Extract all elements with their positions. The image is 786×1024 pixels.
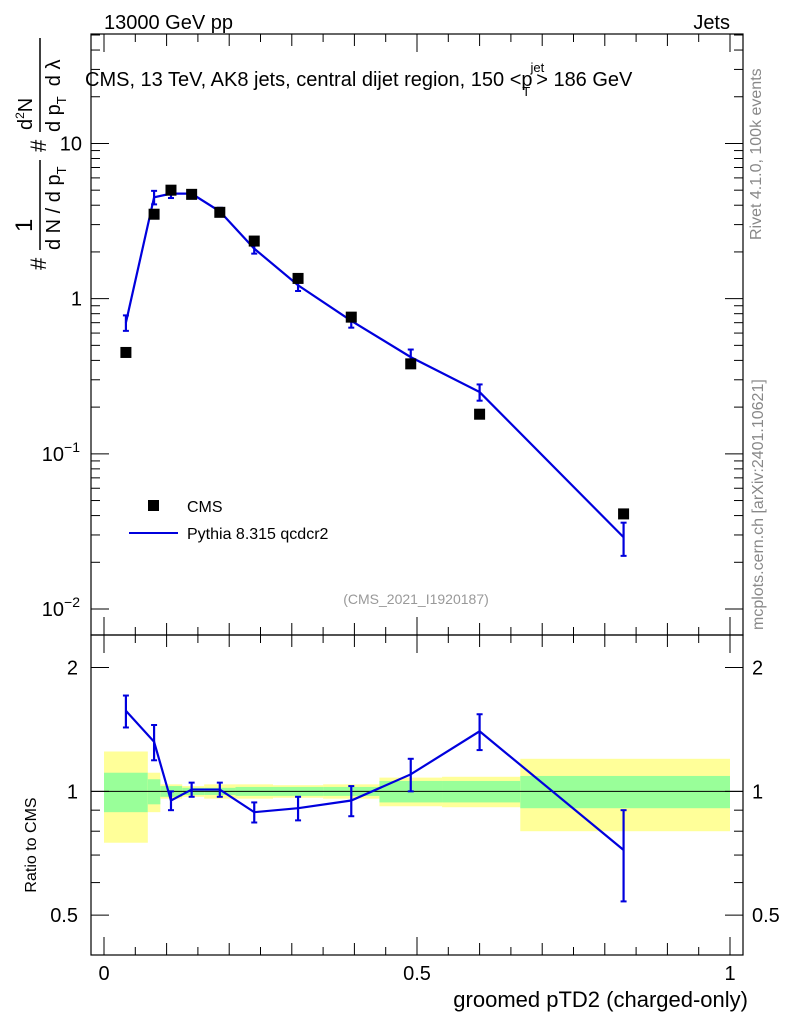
mcplots-label: mcplots.cern.ch [arXiv:2401.10621] [750,379,767,630]
cms-data-point [292,272,304,284]
svg-text:#: # [26,139,51,152]
cms-data-point [165,184,177,196]
cms-data-point [186,188,198,200]
ratio-y-tick-label-right: 1 [752,781,763,803]
ratio-band-inner [104,772,148,813]
main-y-tick-label: 10 [60,133,82,155]
legend-cms-marker [148,500,159,511]
legend-pythia-label: Pythia 8.315 qcdcr2 [187,526,329,543]
ratio-y-axis-label: Ratio to CMS [23,797,40,892]
svg-text:d N / d pT: d N / d pT [43,166,69,250]
cms-data-point [405,358,417,370]
ratio-y-tick-label-left: 0.5 [50,905,78,927]
main-y-tick-label: 1 [71,289,82,311]
header-right: Jets [693,12,730,34]
cms-data-point [345,311,357,323]
cms-data-point [474,408,486,420]
cms-data-point [148,208,160,220]
cms-data-point [120,346,132,358]
cms-data-point [214,206,226,218]
ratio-y-tick-label-left: 1 [67,781,78,803]
svg-text:d pTd λ: d pTd λ [43,60,69,132]
legend-cms-label: CMS [187,499,223,516]
main-title: CMS, 13 TeV, AK8 jets, central dijet reg… [85,60,633,99]
x-tick-label: 0.5 [403,963,431,985]
ratio-band-inner [520,775,730,809]
ratio-y-tick-label-left: 2 [67,658,78,680]
main-y-axis-label: # 1 d N / d pT # d2N d pTd λ [11,38,69,270]
cms-data-point [618,508,630,520]
ratio-y-tick-label-right: 2 [752,658,763,680]
cms-data-point [248,235,260,247]
ratio-y-tick-label-right: 0.5 [752,905,780,927]
svg-text:d2N: d2N [13,98,37,130]
header-left: 13000 GeV pp [104,12,233,34]
mc-curve [124,192,625,539]
x-axis-label: groomed pTD2 (charged-only) [453,987,748,1012]
svg-text:1: 1 [11,219,38,232]
rivet-version-label: Rivet 4.1.0, 100k events [748,68,765,240]
main-plot-frame [90,33,744,636]
legend: CMS Pythia 8.315 qcdcr2 [129,499,329,543]
x-tick-label: 0 [98,963,109,985]
svg-text:#: # [26,257,51,270]
analysis-reference: (CMS_2021_I1920187) [343,591,489,607]
main-y-tick-label: 10−1 [42,439,80,466]
x-tick-label: 1 [724,963,735,985]
main-y-tick-label: 10−2 [42,594,80,621]
